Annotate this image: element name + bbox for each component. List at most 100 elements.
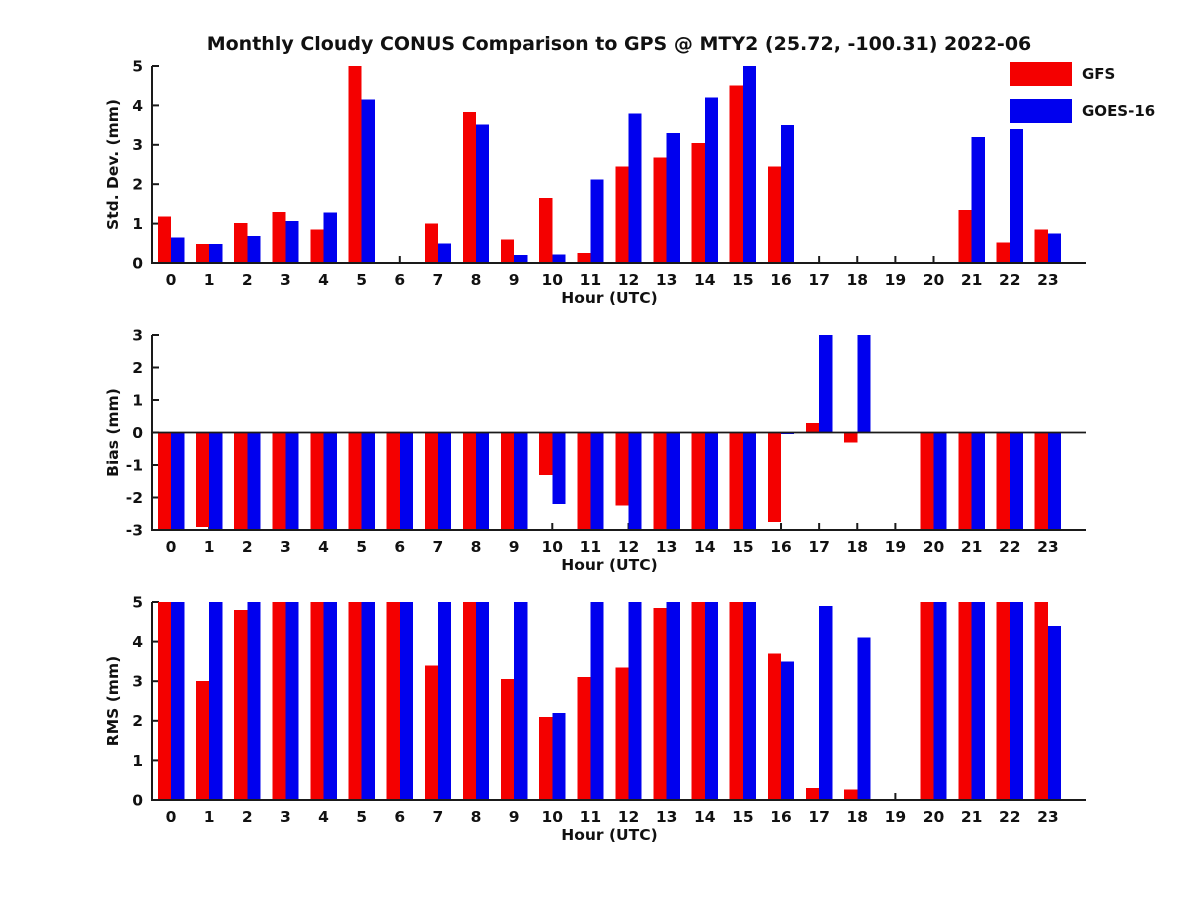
x-tick-label: 1 [204, 808, 215, 826]
bar-gfs-h15 [729, 432, 743, 530]
std_dev-chart: 0 1 2 3 4 5 6 7 8 9 10 11 12 13 14 15 16 17 18 19 20 21 22 2301… [104, 57, 1086, 307]
bar-gfs-h21 [958, 602, 972, 800]
x-tick-label: 9 [509, 808, 520, 826]
y-tick-label: 0 [132, 254, 143, 272]
x-tick-label: 6 [394, 538, 405, 556]
x-tick-label: 1 [204, 538, 215, 556]
x-tick-label: 12 [618, 808, 640, 826]
x-tick-label: 19 [885, 808, 907, 826]
bar-gfs-h20 [920, 602, 934, 800]
x-tick-label: 6 [394, 808, 405, 826]
bar-gfs-h10 [539, 716, 553, 800]
bar-gfs-h17 [806, 422, 820, 433]
bar-gfs-h4 [310, 229, 324, 263]
x-tick-label: 11 [580, 271, 602, 289]
bar-gfs-h11 [577, 677, 591, 800]
x-tick-label: 10 [541, 808, 563, 826]
x-tick-label: 9 [509, 538, 520, 556]
x-axis-label: Hour (UTC) [561, 826, 657, 844]
bar-goes16-h4 [323, 432, 337, 530]
bar-gfs-h22 [996, 242, 1010, 263]
bar-goes16-h9 [514, 432, 528, 530]
bar-gfs-h8 [462, 112, 477, 263]
x-tick-label: 21 [961, 271, 983, 289]
bar-goes16-h2 [247, 236, 261, 263]
legend-label-goes16: GOES-16 [1082, 102, 1156, 120]
bar-gfs-h15 [729, 85, 743, 263]
bar-gfs-h23 [1034, 602, 1048, 800]
bar-gfs-h0 [157, 216, 172, 263]
bar-gfs-h22 [996, 432, 1010, 530]
rms-chart: 0 1 2 3 4 5 6 7 8 9 10 11 12 13 14 15 16 17 18 19 20 21 22 2301… [104, 593, 1086, 844]
x-tick-label: 21 [961, 538, 983, 556]
x-tick-label: 18 [846, 271, 868, 289]
bar-gfs-h21 [958, 432, 972, 530]
bar-goes16-h3 [285, 220, 299, 263]
bar-goes16-h14 [704, 97, 718, 263]
bar-goes16-h0 [171, 602, 185, 800]
bar-gfs-h23 [1034, 432, 1048, 530]
bar-goes16-h7 [437, 432, 452, 530]
bar-gfs-h9 [501, 679, 515, 800]
bias-chart: 0 1 2 3 4 5 6 7 8 9 10 11 12 13 14 15 16 17 18 19 20 21 22 23-3… [104, 326, 1086, 574]
bar-goes16-h3 [285, 432, 299, 530]
y-tick-label: 1 [132, 391, 143, 409]
x-tick-label: 5 [356, 538, 367, 556]
x-tick-label: 20 [923, 808, 945, 826]
bar-goes16-h1 [209, 432, 223, 530]
bar-goes16-h11 [590, 432, 604, 530]
bar-goes16-h5 [361, 432, 375, 530]
bar-goes16-h4 [323, 212, 337, 263]
y-tick-label: 4 [132, 97, 143, 115]
x-tick-label: 18 [846, 808, 868, 826]
bar-goes16-h8 [476, 124, 490, 263]
bar-gfs-h5 [348, 66, 362, 263]
x-axis-label: Hour (UTC) [561, 289, 657, 307]
bar-goes16-h0 [171, 432, 185, 530]
bar-goes16-h23 [1047, 432, 1062, 530]
bar-gfs-h7 [424, 223, 438, 263]
bar-gfs-h1 [196, 432, 210, 527]
y-axis-label: RMS (mm) [104, 656, 122, 746]
y-tick-label: 5 [132, 593, 143, 611]
bar-goes16-h22 [1009, 432, 1023, 530]
bar-goes16-h22 [1009, 129, 1023, 263]
goes16-swatch-icon [1010, 99, 1072, 123]
bar-goes16-h13 [666, 602, 680, 800]
x-tick-label: 12 [618, 538, 640, 556]
bar-goes16-h18 [857, 637, 871, 800]
bar-goes16-h17 [819, 606, 833, 800]
bar-gfs-h3 [272, 602, 286, 800]
x-tick-label: 19 [885, 538, 907, 556]
x-tick-label: 16 [770, 271, 792, 289]
x-tick-label: 4 [318, 808, 329, 826]
bar-gfs-h13 [653, 157, 667, 263]
bar-gfs-h0 [157, 602, 172, 800]
x-tick-label: 3 [280, 538, 291, 556]
x-tick-label: 6 [394, 271, 405, 289]
bar-gfs-h10 [539, 198, 553, 263]
bar-goes16-h2 [247, 602, 261, 800]
bar-goes16-h12 [628, 113, 642, 263]
gfs-swatch-icon [1010, 62, 1072, 86]
bar-goes16-h18 [857, 335, 871, 433]
bar-goes16-h0 [171, 237, 185, 263]
bar-goes16-h20 [933, 432, 947, 530]
x-tick-label: 10 [541, 271, 563, 289]
x-tick-label: 11 [580, 538, 602, 556]
x-tick-label: 0 [166, 808, 177, 826]
x-tick-label: 12 [618, 271, 640, 289]
bar-gfs-h0 [157, 432, 172, 530]
bar-goes16-h7 [437, 243, 452, 263]
bar-gfs-h1 [196, 244, 210, 263]
bar-goes16-h21 [971, 602, 985, 800]
bar-gfs-h8 [462, 432, 477, 530]
bar-gfs-h8 [462, 602, 477, 800]
x-tick-label: 20 [923, 538, 945, 556]
bar-goes16-h1 [209, 602, 223, 800]
bar-gfs-h14 [691, 602, 705, 800]
bar-gfs-h1 [196, 681, 210, 800]
bar-goes16-h23 [1047, 233, 1062, 263]
x-tick-label: 23 [1037, 808, 1059, 826]
x-tick-label: 3 [280, 271, 291, 289]
